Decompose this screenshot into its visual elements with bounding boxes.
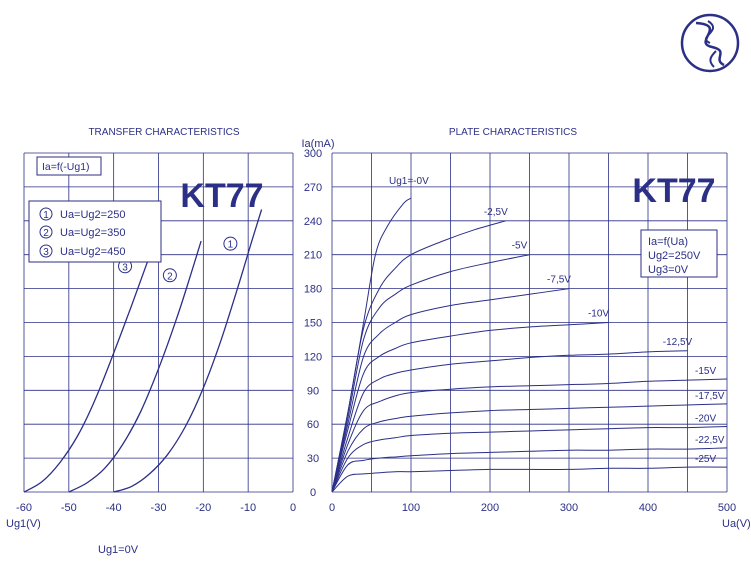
x-tick-label: 100 (402, 502, 420, 514)
transfer-curve-3 (23, 237, 157, 493)
y-tick-label: 30 (307, 453, 319, 465)
legend-marker-circle (39, 244, 53, 258)
x-tick-label: -40 (106, 502, 122, 514)
logo-wave-a (695, 21, 725, 67)
plate-curve-label: -5V (512, 241, 528, 252)
plate-condition-line: Ia=f(Ua) (648, 236, 688, 248)
plate-curve-label: -20V (695, 413, 716, 424)
x-tick-label: -50 (61, 502, 77, 514)
x-tick-label: 300 (560, 502, 578, 514)
x-tick-label: 0 (290, 502, 296, 514)
plate-conditions-frame (640, 229, 718, 278)
x-tick-label: 200 (481, 502, 499, 514)
legend-text: Ua=Ug2=450 (60, 246, 125, 258)
plate-curve-label: -10V (588, 309, 609, 320)
plate-curves: Ug1=-0V -2,5V -5V -7,5V -10V -12,5V -15V -17,5V… (331, 176, 728, 493)
plate-curve (331, 254, 530, 493)
legend-item: 3 Ua=Ug2=450 (39, 244, 125, 258)
transfer-x-axis-label: Ug1(V) (6, 518, 41, 530)
plate-heading: KT77 (632, 172, 715, 210)
plate-grid (331, 152, 728, 493)
plate-curve-label: Ug1=-0V (389, 176, 429, 187)
y-tick-label: 300 (304, 148, 322, 160)
sine-wave-circle-logo (680, 13, 740, 73)
plate-condition-line: Ug2=250V (648, 250, 701, 262)
plate-curve-label: -25V (695, 454, 716, 465)
x-tick-label: -20 (195, 502, 211, 514)
plate-curve (331, 447, 728, 493)
y-tick-label: 210 (304, 250, 322, 262)
logo-wave-b (705, 20, 717, 68)
plate-curve (331, 378, 728, 493)
x-tick-label: 500 (718, 502, 736, 514)
legend-item: 1 Ua=Ug2=250 (39, 207, 125, 221)
legend-marker-circle (39, 207, 53, 221)
y-tick-label: 90 (307, 385, 319, 397)
plate-x-tick-labels: 0 100 200 300 400 500 (329, 502, 736, 514)
plate-curve-label: -2,5V (484, 207, 508, 218)
transfer-heading: KT77 (180, 177, 263, 215)
plate-y-axis-label: Ia(mA) (302, 138, 335, 150)
legend-item: 2 Ua=Ug2=350 (39, 225, 125, 239)
plate-curve-label: -17,5V (695, 391, 725, 402)
legend-text: Ua=Ug2=250 (60, 209, 125, 221)
legend-marker-circle (39, 225, 53, 239)
plate-curve-label: -22,5V (695, 435, 725, 446)
plate-curve (331, 220, 506, 493)
plate-x-axis-label: Ua(V) (722, 518, 751, 530)
x-tick-label: -60 (16, 502, 32, 514)
plate-chart-title: PLATE CHARACTERISTICS (449, 127, 577, 138)
plate-curve-label: -12,5V (663, 337, 693, 348)
plate-curve (331, 426, 728, 493)
logo-circle (680, 13, 740, 73)
transfer-legend: 1 Ua=Ug2=250 2 Ua=Ug2=350 3 Ua=Ug2=450 (28, 200, 162, 263)
y-tick-label: 240 (304, 216, 322, 228)
transfer-curves: 1 2 3 (23, 209, 263, 493)
legend-marker-number: 1 (43, 210, 49, 221)
y-tick-label: 0 (310, 487, 316, 499)
x-tick-label: -30 (151, 502, 167, 514)
transfer-curve-2 (68, 240, 202, 493)
y-tick-label: 270 (304, 182, 322, 194)
plate-curve (331, 350, 688, 493)
y-tick-label: 180 (304, 284, 322, 296)
x-tick-label: 0 (329, 502, 335, 514)
transfer-bottom-note: Ug1=0V (98, 544, 139, 556)
transfer-chart-title: TRANSFER CHARACTERISTICS (88, 127, 239, 138)
shared-y-tick-labels: 0 30 60 90 120 150 180 210 240 270 300 (304, 148, 322, 499)
transfer-formula: Ia=f(-Ug1) (42, 161, 90, 173)
x-tick-label: 400 (639, 502, 657, 514)
transfer-formula-box (36, 156, 102, 176)
curve-marker-number: 3 (122, 262, 128, 273)
curve-marker-circle (223, 236, 238, 251)
plate-curve-label: -15V (695, 366, 716, 377)
y-tick-label: 60 (307, 419, 319, 431)
y-tick-label: 150 (304, 318, 322, 330)
transfer-chart: TRANSFER CHARACTERISTICS 1 2 3 -60 -50 -40 -3… (6, 127, 296, 556)
plate-curve (331, 403, 728, 493)
plate-conditions-box: Ia=f(Ua) Ug2=250V Ug3=0V (640, 229, 718, 278)
y-tick-label: 120 (304, 351, 322, 363)
transfer-x-tick-labels: -60 -50 -40 -30 -20 -10 0 (16, 502, 296, 514)
plate-chart: PLATE CHARACTERISTICS Ug1=-0V -2,5V -5V -7,… (329, 127, 751, 530)
plate-curve (331, 322, 609, 493)
legend-text: Ua=Ug2=350 (60, 227, 125, 239)
plate-condition-line: Ug3=0V (648, 264, 689, 276)
plate-curve (331, 466, 728, 493)
plate-curve (331, 288, 570, 493)
curve-marker-number: 1 (228, 240, 234, 251)
legend-marker-number: 2 (43, 228, 49, 239)
plate-curve-label: -7,5V (547, 275, 571, 286)
curve-marker-circle (162, 268, 177, 283)
transfer-curve-1 (113, 209, 263, 493)
curve-marker-number: 2 (167, 271, 173, 282)
legend-marker-number: 3 (43, 247, 49, 258)
x-tick-label: -10 (240, 502, 256, 514)
